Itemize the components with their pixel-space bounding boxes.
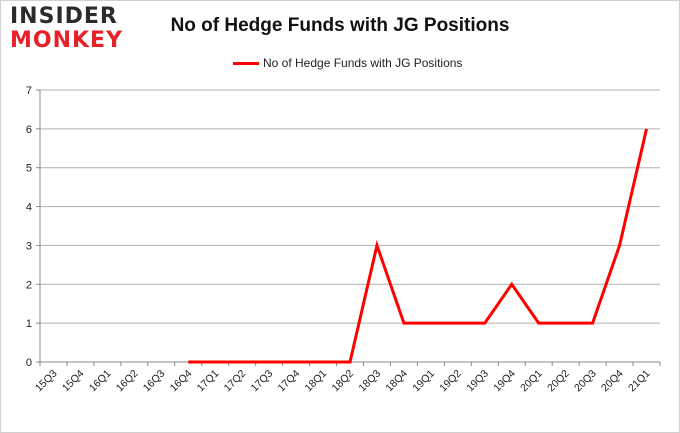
x-tick-label: 18Q3	[356, 368, 383, 395]
y-tick-label: 2	[26, 279, 32, 291]
chart-legend: No of Hedge Funds with JG Positions	[233, 54, 462, 72]
x-tick-label: 20Q1	[518, 368, 545, 395]
insider-monkey-logo: INSIDER MONKEY	[10, 5, 130, 57]
x-tick-label: 21Q1	[626, 368, 653, 395]
y-tick-labels: 0 1 2 3 4 5 6 7	[26, 85, 32, 369]
series-lines	[188, 128, 648, 364]
chart-title: No of Hedge Funds with JG Positions	[170, 15, 510, 36]
logo-text-top: INSIDER	[10, 4, 118, 29]
legend-label: No of Hedge Funds with JG Positions	[263, 56, 463, 70]
y-tick-label: 7	[26, 85, 32, 97]
x-tick-label: 19Q2	[437, 368, 464, 395]
y-tick-label: 6	[26, 124, 32, 136]
x-tick-label: 15Q3	[33, 368, 60, 395]
x-tick-label: 17Q1	[195, 368, 222, 395]
x-tick-label: 18Q2	[329, 368, 356, 395]
x-tick-label: 15Q4	[60, 368, 87, 395]
x-tick-label: 18Q1	[303, 368, 330, 395]
x-tick-label: 19Q4	[491, 368, 518, 395]
x-tick-label: 17Q4	[276, 368, 303, 395]
y-tick-label: 3	[26, 240, 32, 252]
legend-swatch	[233, 61, 259, 65]
x-tick-label: 19Q3	[464, 368, 491, 395]
x-tick-label: 16Q1	[87, 368, 114, 395]
y-tick-label: 0	[26, 357, 32, 369]
x-tick-labels: 15Q3 15Q4 16Q1 16Q2 16Q3 16Q4 17Q1 17Q2 17Q3 17Q4…	[33, 368, 653, 395]
y-tick-label: 5	[26, 163, 32, 175]
x-tick-label: 19Q1	[410, 368, 437, 395]
x-tick-label: 16Q4	[168, 368, 195, 395]
x-tick-label: 20Q3	[572, 368, 599, 395]
x-tick-label: 17Q3	[249, 368, 276, 395]
x-tick-label: 16Q2	[114, 368, 141, 395]
logo-text-bottom: MONKEY	[10, 28, 124, 53]
x-tick-label: 16Q3	[141, 368, 168, 395]
x-tick-label: 18Q4	[383, 368, 410, 395]
y-tick-label: 4	[26, 202, 32, 214]
x-tick-label: 20Q4	[599, 368, 626, 395]
x-tick-label: 20Q2	[545, 368, 572, 395]
x-tick-label: 17Q2	[222, 368, 249, 395]
y-tick-label: 1	[26, 318, 32, 330]
grid-lines	[40, 89, 660, 324]
series-line	[188, 128, 648, 364]
